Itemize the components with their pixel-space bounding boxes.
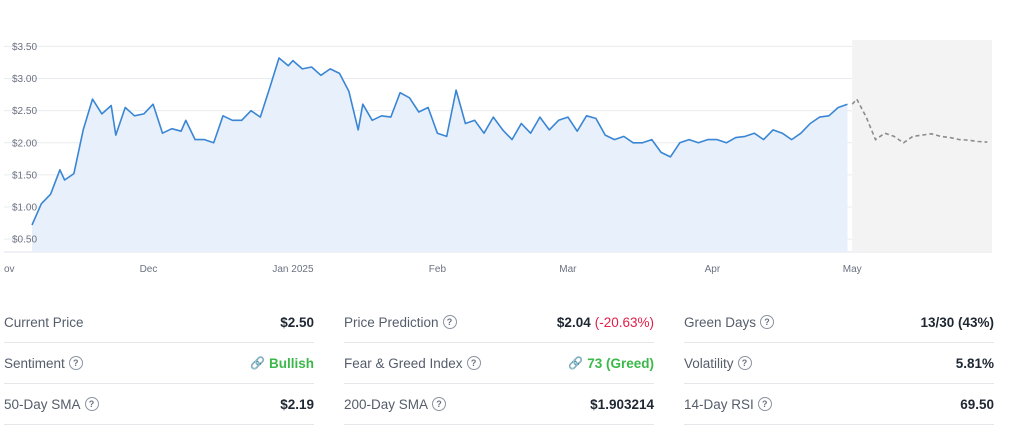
price-prediction-row: Price Prediction? $2.04 (-20.63%) xyxy=(344,302,654,343)
y-tick-label: $2.50 xyxy=(12,106,37,117)
sma50-label: 50-Day SMA xyxy=(4,396,81,412)
link-icon[interactable]: 🔗 xyxy=(568,356,584,370)
y-tick-label: $1.50 xyxy=(12,170,37,181)
sma200-value: $1.903214 xyxy=(590,396,654,412)
chart-line-layer xyxy=(31,57,988,226)
sma200-row: 200-Day SMA? $1.903214 xyxy=(344,384,654,425)
price-prediction-label: Price Prediction xyxy=(344,314,439,330)
price-prediction-value: $2.04 xyxy=(556,314,591,330)
price-line xyxy=(31,57,848,226)
price-prediction-change: (-20.63%) xyxy=(594,314,654,330)
help-circle-icon[interactable]: ? xyxy=(68,356,83,370)
help-circle-icon[interactable]: ? xyxy=(84,397,99,411)
link-icon[interactable]: 🔗 xyxy=(250,356,265,370)
volatility-label: Volatility xyxy=(684,355,734,371)
y-tick-label: $0.50 xyxy=(12,235,37,246)
x-tick-label: Feb xyxy=(429,264,447,275)
x-tick-label: May xyxy=(843,264,862,275)
forecast-region xyxy=(852,40,992,252)
help-circle-icon[interactable]: ? xyxy=(442,315,457,329)
sma50-row: 50-Day SMA? $2.19 xyxy=(4,384,314,425)
fear-greed-value: 73 (Greed) xyxy=(587,355,654,371)
stats-column-3: Green Days? 13/30 (43%) Volatility? 5.81… xyxy=(684,302,994,425)
chart-axis-ticks: $0.50 $1.00 $1.50 $2.00 $2.50 $3.00 $3.50 ov Dec… xyxy=(4,42,862,275)
sentiment-value: Bullish xyxy=(268,355,314,371)
x-tick-label: Apr xyxy=(705,264,721,275)
help-circle-icon[interactable]: ? xyxy=(466,356,481,370)
y-tick-label: $3.50 xyxy=(12,42,37,53)
fear-greed-row: Fear & Greed Index? 🔗 73 (Greed) xyxy=(344,343,654,384)
price-area xyxy=(32,58,848,252)
forecast-line xyxy=(851,97,988,144)
green-days-label: Green Days xyxy=(684,314,757,330)
current-price-row: Current Price $2.50 xyxy=(4,302,314,343)
rsi-row: 14-Day RSI? 69.50 xyxy=(684,384,994,425)
y-tick-label: $3.00 xyxy=(12,74,37,85)
rsi-label: 14-Day RSI xyxy=(684,396,754,412)
help-circle-icon[interactable]: ? xyxy=(432,397,447,411)
sma200-label: 200-Day SMA xyxy=(344,396,429,412)
green-days-row: Green Days? 13/30 (43%) xyxy=(684,302,994,343)
current-price-value: $2.50 xyxy=(280,314,314,330)
x-tick-label: Mar xyxy=(559,264,577,275)
y-tick-label: $1.00 xyxy=(12,203,37,214)
sma50-value: $2.19 xyxy=(280,396,314,412)
volatility-row: Volatility? 5.81% xyxy=(684,343,994,384)
x-tick-label: ov xyxy=(4,264,15,275)
x-tick-label: Jan 2025 xyxy=(272,264,314,275)
price-chart[interactable]: $0.50 $1.00 $1.50 $2.00 $2.50 $3.00 $3.50 ov Dec… xyxy=(0,0,1010,290)
help-circle-icon[interactable]: ? xyxy=(757,397,772,411)
sentiment-row: Sentiment? 🔗 Bullish xyxy=(4,343,314,384)
rsi-value: 69.50 xyxy=(960,396,994,412)
stats-column-2: Price Prediction? $2.04 (-20.63%) Fear & … xyxy=(344,302,654,425)
y-tick-label: $2.00 xyxy=(12,138,37,149)
fear-greed-label: Fear & Greed Index xyxy=(344,355,463,371)
current-price-label: Current Price xyxy=(4,314,84,330)
sentiment-label: Sentiment xyxy=(4,355,65,371)
chart-area-layer xyxy=(32,40,992,252)
help-circle-icon[interactable]: ? xyxy=(737,356,752,370)
help-circle-icon[interactable]: ? xyxy=(760,315,775,329)
volatility-value: 5.81% xyxy=(955,355,994,371)
x-tick-label: Dec xyxy=(140,264,158,275)
green-days-value: 13/30 (43%) xyxy=(920,314,994,330)
stats-column-1: Current Price $2.50 Sentiment? 🔗 Bullish … xyxy=(4,302,314,425)
